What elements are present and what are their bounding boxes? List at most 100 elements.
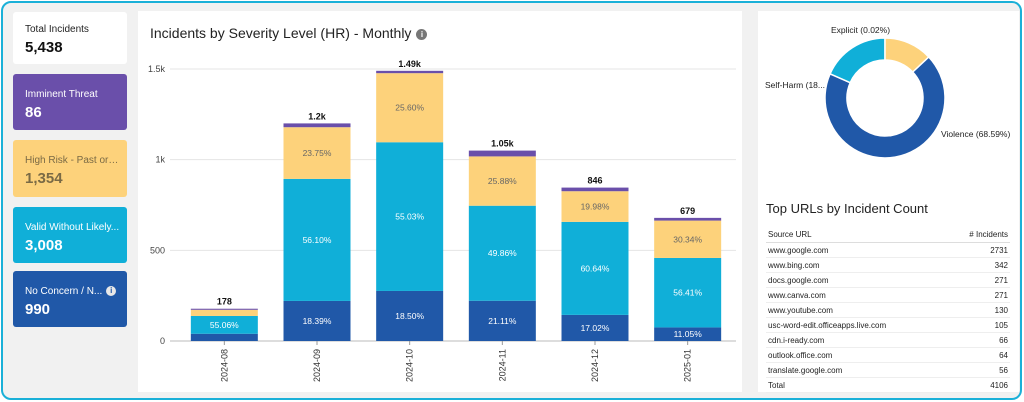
bar-segment[interactable] — [654, 327, 722, 341]
bar-segment[interactable] — [561, 187, 629, 192]
y-tick-label: 1.5k — [148, 64, 166, 74]
table-cell-count: 56 — [946, 362, 1010, 378]
bar-segment[interactable] — [561, 314, 629, 341]
table-cell-url: outlook.office.com — [766, 347, 947, 363]
bar-segment[interactable] — [190, 309, 258, 316]
table-row[interactable]: www.canva.com 271 — [766, 287, 1010, 303]
bar-data-label: 49.86% — [488, 248, 517, 258]
severity-bar-chart: 0 500 1k 1.5k 55.06% 178 2024-08 18.39% 56.10% 23… — [148, 59, 736, 382]
no-concern-card[interactable]: No Concern / N... i 990 — [13, 271, 127, 327]
table-row[interactable]: docs.google.com 271 — [766, 272, 1010, 288]
bar-total-label: 1.05k — [491, 139, 515, 149]
bar-data-label: 11.05% — [674, 329, 703, 339]
bar-segment[interactable] — [468, 156, 536, 206]
bar-data-label: 30.34% — [673, 234, 702, 244]
donut-slice[interactable] — [824, 55, 946, 159]
bar-segment[interactable] — [376, 70, 444, 74]
bar-segment[interactable] — [468, 205, 536, 301]
table-cell-count: 2731 — [946, 242, 1010, 258]
bar-data-label: 25.88% — [488, 176, 517, 186]
y-tick-label: 0 — [160, 336, 165, 346]
bar-segment[interactable] — [190, 315, 258, 334]
imminent-threat-label: Imminent Threat — [25, 89, 98, 100]
bar-segment[interactable] — [376, 290, 444, 341]
table-row[interactable]: Total 4106 — [766, 377, 1010, 393]
no-concern-value: 990 — [25, 301, 51, 318]
bar-data-label: 17.02% — [581, 323, 610, 333]
table-cell-url: www.bing.com — [766, 257, 947, 273]
bar-segment[interactable] — [654, 220, 722, 258]
x-tick-label: 2025-01 — [683, 349, 693, 382]
table-cell-count: 130 — [946, 302, 1010, 318]
bar-data-label: 25.60% — [395, 103, 424, 113]
table-row[interactable]: translate.google.com 56 — [766, 362, 1010, 378]
table-cell-url: Total — [766, 377, 947, 393]
table-cell-url: www.google.com — [766, 242, 947, 258]
category-donut-chart: Violence (68.59%) Self-Harm (18... Explici… — [765, 25, 1010, 159]
y-tick-label: 1k — [155, 155, 165, 165]
total-incidents-card[interactable]: Total Incidents 5,438 — [13, 12, 127, 64]
table-row[interactable]: www.youtube.com 130 — [766, 302, 1010, 318]
bar-segment[interactable] — [190, 308, 258, 310]
bar-segment[interactable] — [283, 123, 351, 128]
donut-slice-label: Violence (68.59%) — [941, 129, 1010, 139]
bar-segment[interactable] — [190, 333, 258, 341]
table-row[interactable]: cdn.i-ready.com 66 — [766, 332, 1010, 348]
donut-slice-label: Explicit (0.02%) — [831, 25, 890, 35]
chart-title: Incidents by Severity Level (HR) - Month… — [150, 25, 412, 41]
top-urls-table: Source URL # Incidents www.google.com 273… — [766, 227, 1010, 393]
donut-slice[interactable] — [829, 37, 886, 84]
table-row[interactable]: usc-word-edit.officeapps.live.com 105 — [766, 317, 1010, 333]
urls-table-title: Top URLs by Incident Count — [766, 201, 928, 216]
bar-data-label: 56.41% — [673, 288, 702, 298]
bar-data-label: 19.98% — [581, 202, 610, 212]
bar-segment[interactable] — [283, 300, 351, 341]
no-concern-label-row: No Concern / N... i — [25, 286, 127, 297]
bar-segment[interactable] — [376, 73, 444, 143]
total-incidents-value: 5,438 — [25, 39, 63, 56]
info-icon[interactable]: i — [416, 28, 428, 40]
bar-segment[interactable] — [283, 178, 351, 301]
bar-segment[interactable] — [283, 127, 351, 179]
table-row[interactable]: www.bing.com 342 — [766, 257, 1010, 273]
chart-title-row: Incidents by Severity Level (HR) - Month… — [150, 25, 428, 41]
table-header-row: Source URL # Incidents — [766, 227, 1010, 243]
bar-data-label: 55.06% — [210, 320, 239, 330]
bar-data-label: 18.39% — [303, 316, 332, 326]
table-cell-count: 271 — [946, 272, 1010, 288]
valid-without-likely-card[interactable]: Valid Without Likely... 3,008 — [13, 207, 127, 263]
x-tick-label: 2024-09 — [312, 349, 322, 382]
table-cell-url: www.canva.com — [766, 287, 947, 303]
table-cell-url: usc-word-edit.officeapps.live.com — [766, 317, 947, 333]
bar-segment[interactable] — [468, 300, 536, 341]
bar-total-label: 178 — [217, 297, 232, 307]
bar-data-label: 23.75% — [303, 148, 332, 158]
bar-segment[interactable] — [561, 221, 629, 315]
table-row[interactable]: outlook.office.com 64 — [766, 347, 1010, 363]
bar-segment[interactable] — [654, 257, 722, 328]
bar-total-label: 679 — [680, 206, 695, 216]
column-header-source-url[interactable]: Source URL — [766, 227, 947, 243]
bar-segment[interactable] — [561, 191, 629, 222]
severity-chart-panel: Incidents by Severity Level (HR) - Month… — [138, 11, 742, 392]
bar-segment[interactable] — [468, 150, 536, 157]
table-cell-count: 64 — [946, 347, 1010, 363]
bar-data-label: 18.50% — [395, 311, 424, 321]
info-icon[interactable]: i — [106, 286, 117, 297]
donut-slice[interactable] — [884, 37, 930, 74]
donut-slice-label: Self-Harm (18... — [765, 80, 825, 90]
high-risk-card[interactable]: High Risk - Past or P... 1,354 — [13, 140, 127, 197]
table-cell-count: 342 — [946, 257, 1010, 273]
table-cell-count: 105 — [946, 317, 1010, 333]
bar-total-label: 1.2k — [308, 111, 327, 121]
valid-without-likely-value: 3,008 — [25, 237, 63, 254]
table-row[interactable]: www.google.com 2731 — [766, 242, 1010, 258]
table-cell-url: docs.google.com — [766, 272, 947, 288]
bar-segment[interactable] — [376, 142, 444, 291]
column-header-incidents[interactable]: # Incidents — [946, 227, 1010, 243]
no-concern-label: No Concern / N... — [25, 286, 103, 297]
bar-data-label: 21.11% — [488, 316, 517, 326]
bar-segment[interactable] — [654, 217, 722, 221]
imminent-threat-card[interactable]: Imminent Threat 86 — [13, 74, 127, 130]
